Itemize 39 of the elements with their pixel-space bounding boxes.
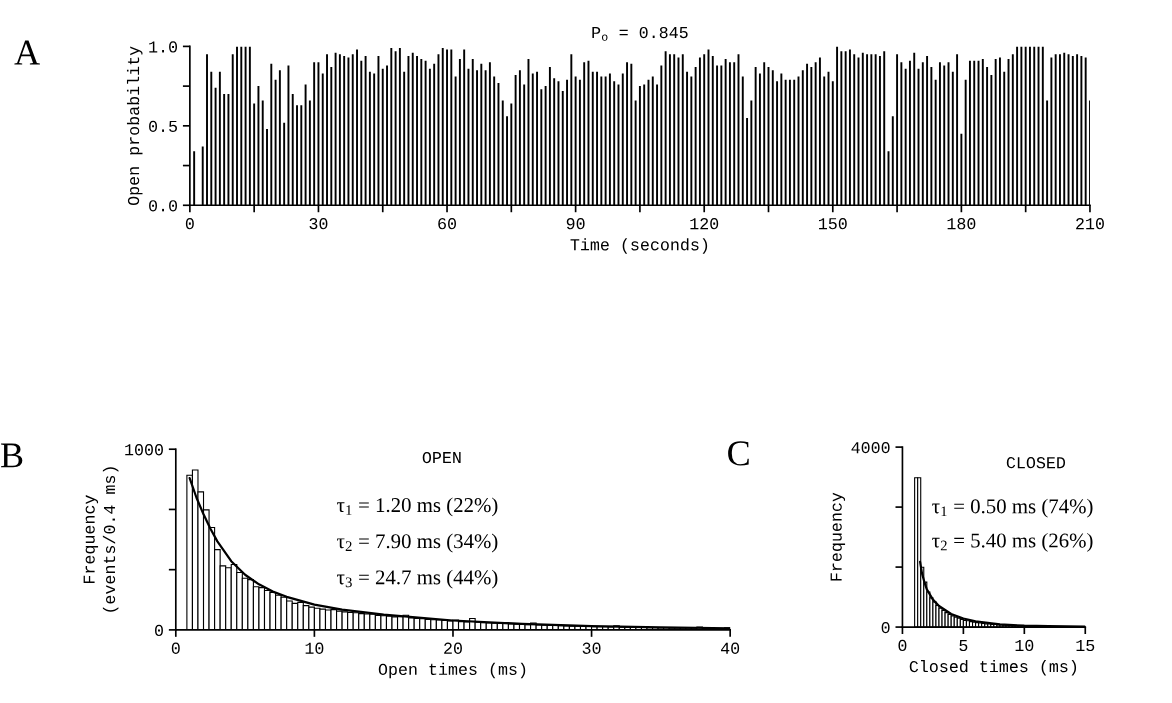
y-tick-label: 0.5 bbox=[149, 120, 177, 133]
x-tick-label: 5 bbox=[959, 639, 968, 652]
x-tick-label: 15 bbox=[1076, 639, 1095, 652]
y-tick-label: 1.0 bbox=[149, 41, 178, 53]
x-tick-label: 30 bbox=[582, 642, 601, 654]
chart-title: CLOSED bbox=[1006, 457, 1066, 469]
y-axis-title: Frequency (events/0.4 ms) bbox=[83, 467, 119, 612]
x-tick-label: 150 bbox=[818, 218, 847, 230]
x-tick-label: 40 bbox=[720, 642, 740, 654]
x-tick-label: 0 bbox=[185, 218, 194, 230]
x-tick-label: 210 bbox=[1076, 218, 1104, 230]
y-axis-title: Frequency bbox=[830, 492, 846, 581]
y-tick-label: 4000 bbox=[851, 442, 890, 454]
x-axis-title: Time (seconds) bbox=[570, 238, 708, 254]
x-tick-label: 30 bbox=[309, 218, 328, 230]
chart-title: OPEN bbox=[422, 451, 461, 464]
x-axis-title: Open times (ms) bbox=[378, 662, 526, 679]
text: A bbox=[14, 40, 40, 65]
y-tick-label: 1000 bbox=[125, 444, 163, 456]
x-tick-label: 60 bbox=[438, 218, 457, 230]
chart-title: P$_{o}$ = 0.845 bbox=[592, 26, 688, 41]
x-tick-label: 20 bbox=[444, 642, 462, 654]
x-tick-label: 120 bbox=[690, 218, 719, 230]
x-tick-label: 180 bbox=[947, 218, 976, 230]
annotation: τ$_{2}$ = 5.40 ms (26%) bbox=[932, 532, 1093, 552]
x-tick-label: 0 bbox=[898, 639, 907, 652]
x-tick-label: 10 bbox=[1015, 639, 1034, 652]
y-axis-title: Open probability bbox=[126, 46, 143, 206]
annotation: τ$_{1}$ = 0.50 ms (74%) bbox=[932, 498, 1093, 518]
annotation: τ$_{1}$ = 1.20 ms (22%) bbox=[337, 497, 498, 517]
annotation: τ$_{3}$ = 24.7 ms (44%) bbox=[337, 569, 498, 589]
annotation: τ$_{2}$ = 7.90 ms (34%) bbox=[337, 533, 498, 553]
x-tick-label: 10 bbox=[305, 642, 324, 654]
text: B bbox=[1, 443, 23, 468]
y-tick-label: 0.0 bbox=[149, 200, 178, 212]
x-axis-title: Closed times (ms) bbox=[909, 659, 1077, 676]
x-tick-label: 90 bbox=[566, 218, 585, 230]
y-tick-label: 0 bbox=[155, 624, 163, 637]
annotation: C bbox=[728, 441, 749, 466]
